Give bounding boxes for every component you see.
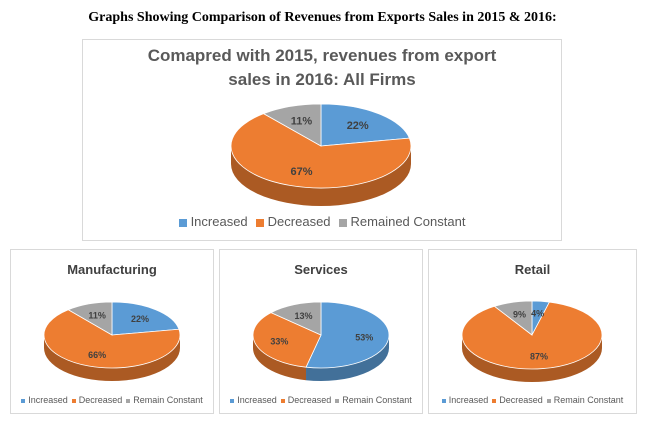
legend-item-constant: Remain Constant	[335, 395, 412, 405]
legend: Increased Decreased Remain Constant	[220, 395, 422, 405]
pie-side-increased	[306, 335, 389, 381]
legend-swatch	[441, 398, 446, 403]
pie-slice-constant	[270, 301, 322, 336]
pie-side-decreased	[253, 335, 307, 381]
pie-slice-decreased	[230, 113, 412, 189]
legend-label: Remained Constant	[350, 214, 466, 229]
chart-panel-all-firms: Comapred with 2015, revenues from export…	[82, 39, 562, 241]
legend-swatch	[280, 398, 285, 403]
legend-item-decreased: Decreased	[280, 395, 332, 405]
legend-swatch	[255, 218, 264, 227]
legend: Increased Decreased Remain Constant	[11, 395, 213, 405]
pie-slice-constant	[493, 300, 533, 336]
legend: Increased Decreased Remain Constant	[429, 395, 636, 405]
legend-swatch	[230, 398, 235, 403]
pie-chart-retail: 4% 87% 9%	[461, 300, 603, 382]
legend-swatch	[21, 398, 26, 403]
legend-label: Remain Constant	[133, 395, 203, 405]
legend-swatch	[71, 398, 76, 403]
data-label-increased: 4%	[531, 309, 544, 319]
legend-item-constant: Remained Constant	[338, 214, 466, 229]
chart-panel-manufacturing: Manufacturing 22% 66% 11% Increased Decreas…	[10, 249, 214, 414]
legend-item-increased: Increased	[230, 395, 277, 405]
page-title: Graphs Showing Comparison of Revenues fr…	[88, 10, 557, 25]
chart-title-line2: sales in 2016: All Firms	[228, 70, 416, 89]
chart-panel-retail: Retail 4% 87% 9% Increased Decreased Remain …	[428, 249, 637, 414]
chart-title: Services	[294, 262, 348, 277]
data-label-increased: 22%	[131, 314, 149, 324]
legend-label: Remain Constant	[342, 395, 412, 405]
pie-side-decreased	[44, 335, 180, 381]
data-label-constant: 13%	[295, 311, 313, 321]
data-label-decreased: 66%	[88, 350, 106, 360]
legend-swatch	[546, 398, 551, 403]
pie-slice-decreased	[252, 312, 322, 368]
data-label-constant: 11%	[291, 116, 313, 128]
pie-chart-all-firms: 22% 67% 11%	[230, 103, 412, 206]
legend-item-decreased: Decreased	[492, 395, 543, 405]
pie-slice-decreased	[43, 309, 181, 369]
legend-label: Decreased	[267, 214, 331, 229]
legend-item-constant: Remain Constant	[546, 395, 624, 405]
legend-swatch	[335, 398, 340, 403]
pie-slice-constant	[67, 301, 113, 336]
chart-panel-services: Services 53% 33% 13% Increased Decreased Rem…	[219, 249, 423, 414]
legend-label: Decreased	[499, 395, 543, 405]
legend-label: Increased	[448, 395, 489, 405]
chart-title: Retail	[514, 262, 551, 277]
legend: Increased Decreased Remained Constant	[83, 214, 561, 229]
pie-slice-increased	[111, 301, 180, 336]
data-label-decreased: 33%	[270, 336, 288, 346]
data-label-increased: 22%	[347, 120, 369, 132]
legend-label: Decreased	[78, 395, 123, 405]
data-label-increased: 53%	[355, 332, 373, 342]
legend-swatch	[126, 398, 131, 403]
data-label-constant: 9%	[513, 309, 526, 319]
data-label-decreased: 87%	[530, 352, 548, 362]
legend-item-increased: Increased	[178, 214, 248, 229]
legend-label: Decreased	[287, 395, 332, 405]
pie-chart-manufacturing: 22% 66% 11%	[43, 301, 181, 381]
legend-item-constant: Remain Constant	[126, 395, 203, 405]
pie-slice-constant	[262, 103, 322, 147]
legend-label: Increased	[237, 395, 277, 405]
legend-item-increased: Increased	[21, 395, 68, 405]
legend-swatch	[338, 218, 347, 227]
pie-slice-decreased	[461, 301, 603, 370]
chart-title-line1: Comapred with 2015, revenues from export	[147, 46, 497, 65]
chart-title: Manufacturing	[67, 262, 157, 277]
pie-slice-increased	[320, 103, 410, 147]
legend-label: Remain Constant	[553, 395, 624, 405]
pie-side-decreased	[462, 335, 602, 382]
pie-chart-services: 53% 33% 13%	[252, 301, 390, 381]
chart-title: Comapred with 2015, revenues from export…	[83, 44, 561, 92]
legend-item-decreased: Decreased	[255, 214, 331, 229]
legend-swatch	[178, 218, 187, 227]
pie-slice-increased	[305, 301, 390, 369]
legend-item-decreased: Decreased	[71, 395, 123, 405]
legend-swatch	[492, 398, 497, 403]
data-label-decreased: 67%	[290, 166, 312, 178]
legend-label: Increased	[28, 395, 68, 405]
data-label-constant: 11%	[88, 310, 106, 320]
pie-side-decreased	[231, 146, 411, 206]
legend-label: Increased	[190, 214, 248, 229]
legend-item-increased: Increased	[441, 395, 489, 405]
